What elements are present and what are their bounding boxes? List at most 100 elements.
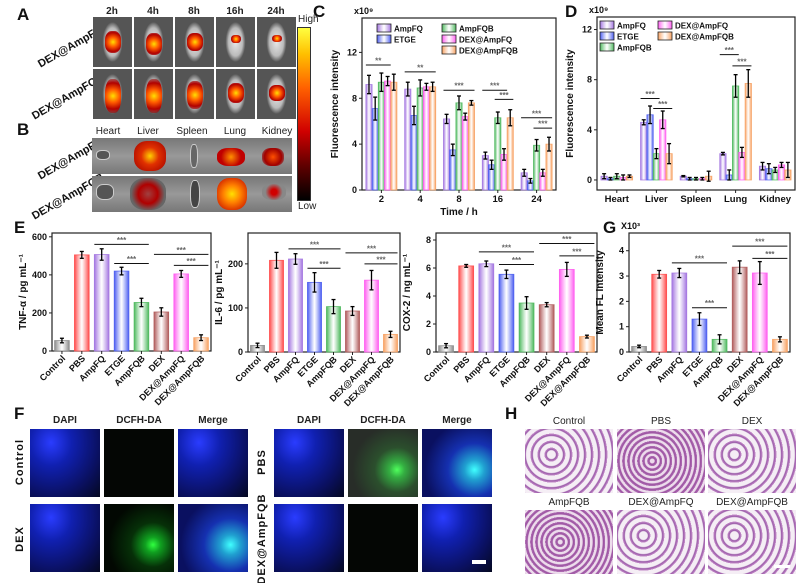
panel-label-g: G: [603, 218, 617, 237]
legend-swatch: [441, 23, 457, 33]
panel-label-c: C: [313, 2, 326, 21]
significance-label: ***: [572, 247, 582, 256]
bar: [692, 178, 700, 181]
bar: [54, 340, 70, 352]
organ-image-strip: [92, 138, 292, 174]
legend-swatch: [599, 20, 615, 30]
bar: [74, 254, 90, 352]
significance-label: ***: [562, 235, 572, 244]
bar: [771, 169, 779, 181]
he-stain-image: [525, 510, 613, 574]
legend-swatch: [376, 23, 392, 33]
x-tick-label: 24: [531, 194, 542, 205]
x-tick-label: DEX: [532, 354, 552, 374]
bar: [449, 149, 457, 191]
bar: [651, 273, 668, 353]
microscopy-image: [178, 504, 248, 572]
x-tick-label: Lung: [724, 194, 747, 205]
bar: [269, 259, 284, 353]
bar: [691, 318, 708, 353]
significance-label: ***: [502, 243, 512, 252]
bar: [429, 86, 437, 191]
x-tick-label: AmpFQ: [462, 354, 492, 384]
colorbar-high-label: High: [298, 14, 319, 25]
bar: [416, 87, 424, 191]
significance-label: ***: [310, 240, 320, 249]
significance-label: ***: [319, 260, 329, 269]
bar: [758, 165, 767, 181]
chart-e3: 0 2 4 6 8 COX-2 / ng mL⁻¹ Control PBSAmpFQETGEA…: [402, 232, 598, 408]
bar: [365, 84, 373, 191]
bar: [652, 153, 660, 181]
y-tick-label: 8: [352, 93, 357, 103]
significance-label: ***: [117, 236, 127, 245]
bar: [772, 338, 788, 353]
bar: [711, 338, 728, 353]
bar: [488, 164, 496, 191]
x-tick-label: PBS: [262, 354, 282, 374]
y-tick-label: 8: [426, 235, 431, 245]
he-stain-image: [708, 510, 796, 574]
x-tick-label: AmpFQB: [690, 354, 725, 389]
plot-frame: [435, 232, 598, 353]
bar: [606, 178, 615, 181]
channel-label: Merge: [442, 415, 472, 426]
bar: [686, 178, 694, 181]
organ-label: Heart: [95, 126, 121, 137]
plot-frame: [361, 17, 557, 191]
bar: [390, 81, 398, 191]
y-axis-label: TNF-α / pg mL⁻¹: [18, 253, 29, 330]
he-stain-image: [525, 429, 613, 493]
channel-label: Merge: [198, 415, 228, 426]
x-tick-label: DEX@AmpFQ: [137, 353, 186, 402]
bar: [458, 265, 475, 353]
bar: [404, 88, 412, 191]
x-tick-label: DEX@AmpFQB: [153, 353, 207, 407]
microscopy-image: [178, 429, 248, 497]
x-axis-label: Time / h: [440, 207, 478, 218]
x-tick-label: DEX: [725, 354, 745, 374]
y-tick-label: 0: [426, 347, 431, 357]
y-tick-label: 2: [426, 319, 431, 329]
legend-swatch: [657, 31, 673, 41]
bar: [384, 80, 392, 191]
channel-label: DCFH-DA: [116, 415, 162, 426]
bar: [659, 119, 667, 181]
bar: [371, 108, 379, 191]
legend: AmpFQ ETGE AmpFQB DEX@AmpFQ DEX@AmpFQB: [376, 23, 518, 56]
y-tick-label: 200: [32, 308, 47, 318]
bar: [250, 344, 265, 353]
mouse-image: [175, 69, 214, 119]
legend-label: DEX@AmpFQB: [459, 47, 518, 56]
bar: [600, 175, 608, 181]
significance-label: ***: [695, 254, 705, 263]
microscopy-image: [104, 429, 174, 497]
y-tick-label: 6: [426, 263, 431, 273]
y-tick-label: 0: [587, 175, 592, 185]
channel-label: DAPI: [297, 415, 321, 426]
x-tick-label: AmpFQ: [271, 354, 301, 384]
microscopy-image: [104, 504, 174, 572]
bar: [579, 336, 595, 353]
bar: [744, 83, 752, 181]
mouse-image: [216, 69, 255, 119]
x-tick-label: Control: [38, 353, 68, 383]
time-label: 8h: [188, 6, 200, 17]
x-tick-label: DEX@AmpFQB: [731, 354, 785, 408]
panel-label-e: E: [14, 218, 26, 237]
plot-frame: [596, 16, 796, 191]
bar: [377, 81, 385, 191]
bar: [631, 346, 647, 353]
bar: [326, 306, 341, 353]
x-tick-label: ETGE: [680, 354, 704, 378]
mouse-image: [216, 17, 255, 67]
panel-label-d: D: [565, 2, 578, 21]
significance-label: ***: [177, 246, 187, 255]
microscopy-image: [422, 504, 492, 572]
bar: [725, 174, 733, 181]
time-label: 4h: [147, 6, 159, 17]
bar: [558, 268, 575, 353]
y-tick-label: 1: [619, 322, 624, 332]
x-tick-label: AmpFQ: [77, 353, 107, 383]
